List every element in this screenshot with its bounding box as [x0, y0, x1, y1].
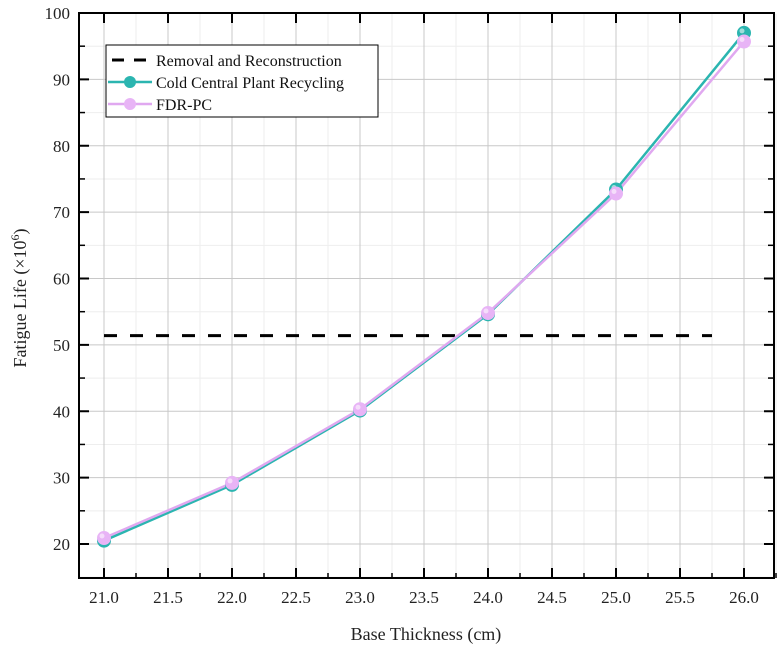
y-axis-title: Fatigue Life (×106) — [8, 228, 31, 367]
legend-ccpr-marker-icon — [124, 76, 136, 88]
y-tick-label: 30 — [53, 469, 70, 488]
fdr-pc-marker — [481, 306, 495, 321]
fdr-pc-marker — [353, 402, 367, 417]
marker-highlight — [227, 478, 233, 484]
x-tick-label: 25.5 — [665, 588, 695, 607]
y-tick-label: 90 — [53, 70, 70, 89]
x-tick-label: 21.0 — [89, 588, 119, 607]
y-tick-label: 20 — [53, 535, 70, 554]
y-tick-label: 40 — [53, 402, 70, 421]
x-tick-label: 24.5 — [537, 588, 567, 607]
y-tick-label: 60 — [53, 270, 70, 289]
y-tick-label: 70 — [53, 203, 70, 222]
legend: Removal and Reconstruction Cold Central … — [105, 44, 379, 118]
x-tick-label: 26.0 — [729, 588, 759, 607]
legend-label-fdr: FDR-PC — [156, 97, 212, 114]
marker-highlight — [483, 308, 489, 314]
y-tick-label: 100 — [45, 4, 71, 23]
y-tick-label: 50 — [53, 336, 70, 355]
legend-label-ccpr: Cold Central Plant Recycling — [156, 75, 344, 92]
plot-frame — [78, 12, 775, 579]
y-tick-label: 80 — [53, 137, 70, 156]
fdr-pc-marker — [225, 475, 239, 490]
x-tick-label: 23.5 — [409, 588, 439, 607]
fdr-pc-marker — [609, 186, 623, 201]
x-tick-label: 22.0 — [217, 588, 247, 607]
fdr-pc-marker — [737, 34, 751, 49]
marker-highlight — [611, 189, 617, 195]
legend-fdr-marker-icon — [124, 98, 136, 110]
x-tick-label: 25.0 — [601, 588, 631, 607]
marker-highlight — [739, 28, 745, 34]
x-axis-title: Base Thickness (cm) — [351, 624, 502, 645]
marker-highlight — [99, 533, 105, 539]
x-tick-label: 23.0 — [345, 588, 375, 607]
series-fdr-pc-line — [103, 40, 745, 540]
marker-highlight — [355, 404, 361, 410]
x-tick-label: 22.5 — [281, 588, 311, 607]
x-tick-label: 24.0 — [473, 588, 503, 607]
fdr-pc-marker — [97, 531, 111, 546]
x-tick-label: 21.5 — [153, 588, 183, 607]
ticks: 21.0 21.5 22.0 22.5 23.0 23.5 24.0 24.5 25.0 25.5… — [45, 4, 777, 607]
series — [97, 25, 751, 548]
marker-highlight — [739, 37, 745, 43]
legend-label-rr: Removal and Reconstruction — [156, 53, 342, 70]
